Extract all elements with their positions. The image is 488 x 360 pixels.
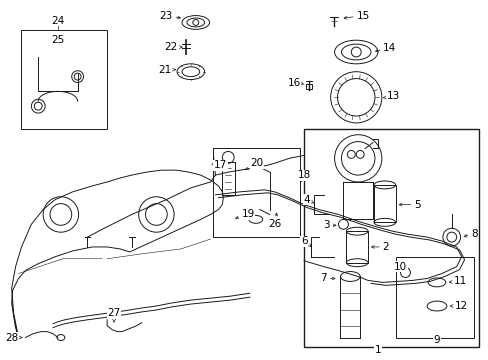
Text: 22: 22	[164, 42, 182, 52]
Text: 15: 15	[344, 10, 369, 21]
Bar	[346, 231, 367, 263]
Text: 21: 21	[158, 65, 175, 75]
Text: 20: 20	[245, 158, 263, 170]
Text: 28: 28	[5, 333, 22, 342]
Text: 2: 2	[371, 242, 388, 252]
Text: 19: 19	[235, 210, 254, 220]
Bar	[305, 84, 311, 89]
Text: 26: 26	[267, 213, 281, 229]
Bar	[395, 257, 473, 338]
Text: 10: 10	[393, 262, 407, 272]
Text: 3: 3	[323, 220, 335, 230]
Text: 9: 9	[433, 336, 439, 346]
Text: 24: 24	[51, 15, 64, 26]
Text: 16: 16	[287, 77, 304, 87]
Text: 11: 11	[448, 276, 466, 287]
Text: 12: 12	[449, 301, 468, 311]
Text: 5: 5	[398, 199, 420, 210]
Text: 13: 13	[383, 91, 400, 101]
Text: 8: 8	[463, 229, 477, 239]
Bar	[21, 30, 107, 129]
Text: 1: 1	[374, 345, 381, 355]
Text: 18: 18	[297, 170, 310, 182]
Text: 27: 27	[107, 308, 121, 322]
Bar	[373, 185, 395, 222]
Text: 4: 4	[303, 195, 313, 205]
Bar	[304, 129, 478, 347]
Text: 17: 17	[213, 160, 226, 170]
Text: 23: 23	[159, 10, 180, 21]
Text: 25: 25	[51, 35, 64, 45]
Bar	[213, 148, 300, 237]
Text: 14: 14	[375, 43, 396, 53]
Text: 6: 6	[300, 236, 311, 247]
Text: 7: 7	[320, 274, 334, 283]
